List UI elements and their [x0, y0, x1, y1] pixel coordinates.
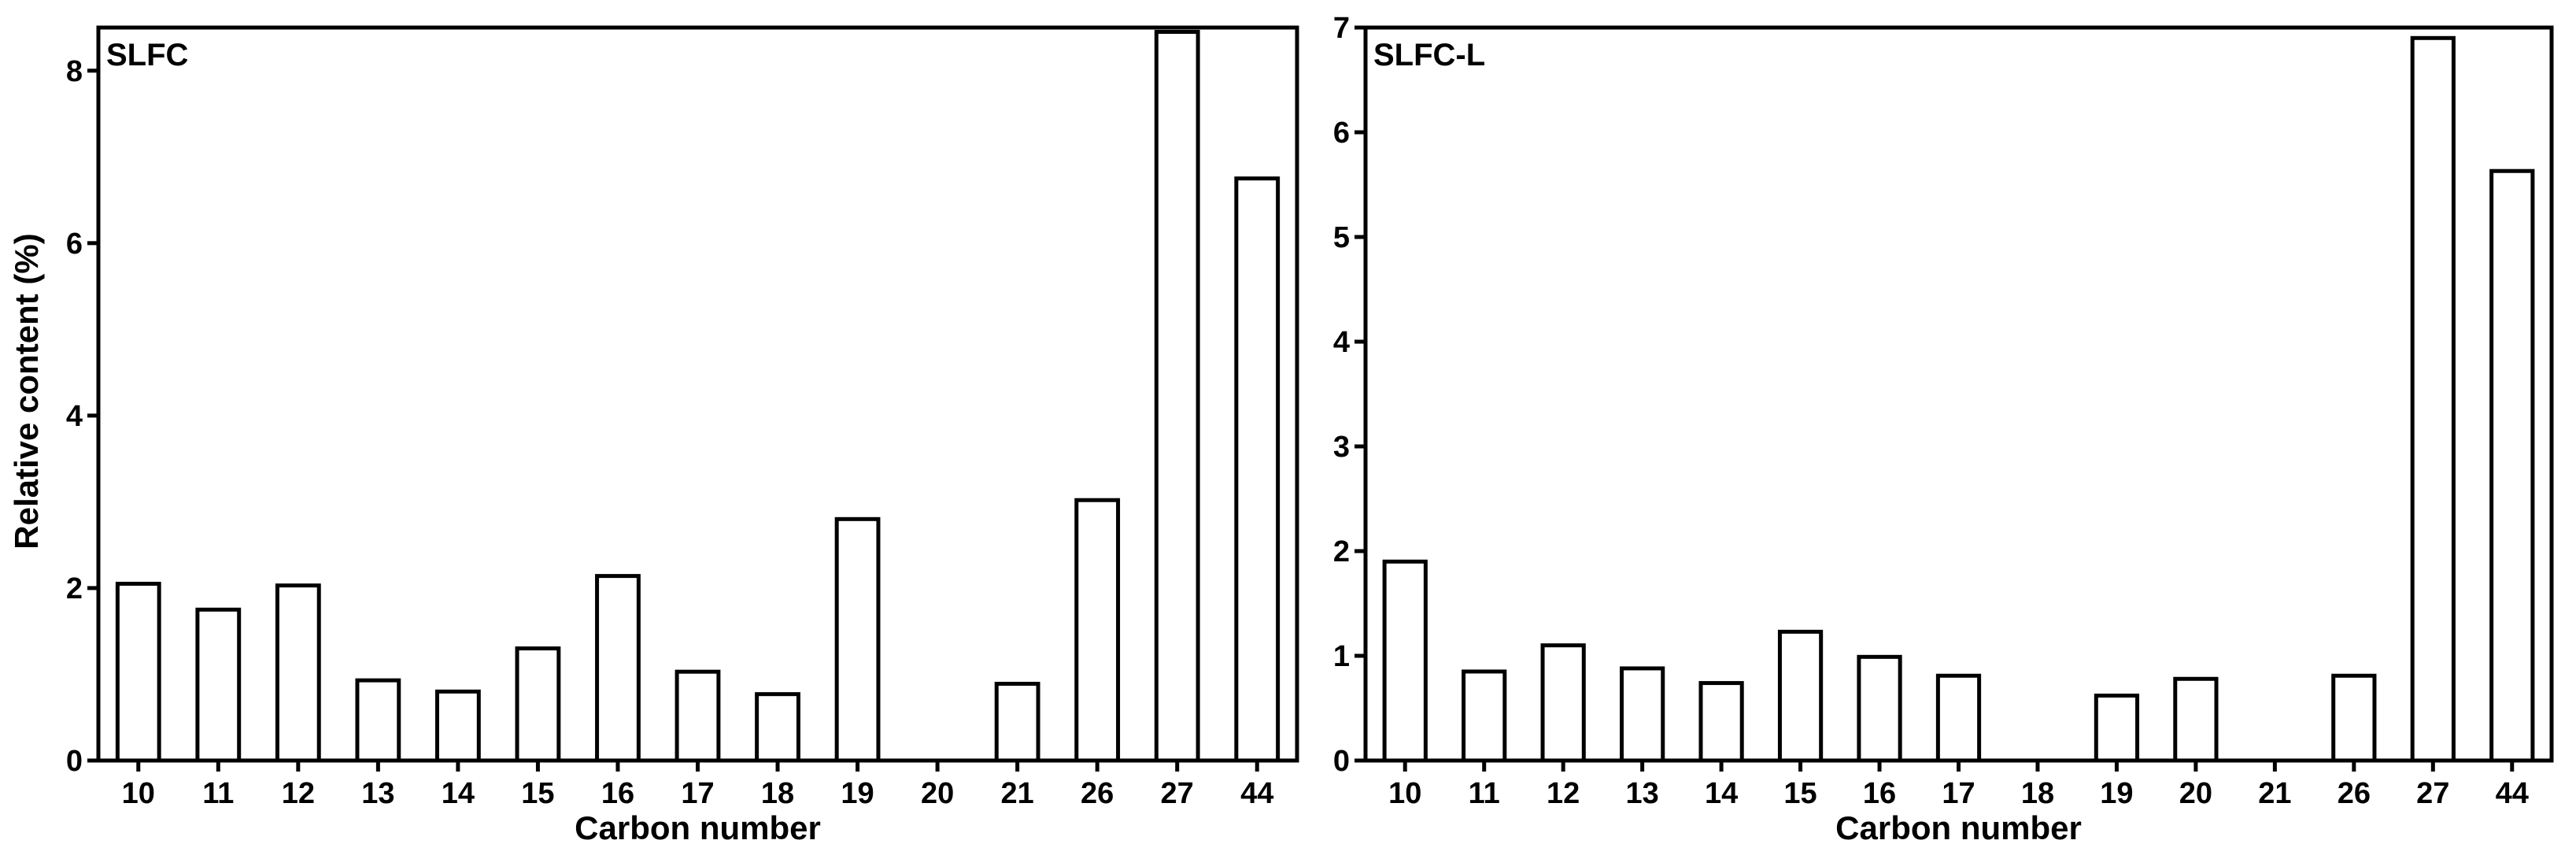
x-tick-label: 13	[361, 777, 394, 810]
y-tick-label: 5	[1333, 221, 1350, 254]
bar-10	[115, 581, 161, 763]
bar-27	[1154, 29, 1200, 763]
bar-10	[1382, 559, 1428, 763]
x-tick-label: 10	[1388, 777, 1421, 810]
x-tick-label: 11	[202, 777, 234, 810]
x-tick-label: 17	[681, 777, 714, 810]
x-tick-label: 10	[122, 777, 155, 810]
x-tick-label: 19	[2100, 777, 2133, 810]
y-tick-label: 2	[66, 572, 83, 605]
y-tick-label: 8	[66, 55, 83, 88]
x-tick-label: 17	[1942, 777, 1975, 810]
bar-21	[994, 682, 1040, 763]
y-tick-label: 0	[66, 745, 83, 778]
bar-14	[435, 689, 481, 763]
bar-12	[1540, 643, 1586, 763]
x-tick-label: 27	[1161, 777, 1194, 810]
x-tick-label: 26	[1081, 777, 1114, 810]
bar-18	[755, 692, 800, 763]
x-tick-label: 21	[2258, 777, 2291, 810]
x-tick-label: 44	[2496, 777, 2529, 810]
x-tick-label: 20	[2179, 777, 2212, 810]
x-tick-label: 15	[521, 777, 554, 810]
bar-17	[674, 669, 721, 763]
bar-13	[355, 678, 401, 763]
bar-19	[2094, 694, 2140, 763]
bar-44	[1234, 176, 1281, 763]
y-tick-label: 1	[1333, 640, 1350, 673]
x-tick-label: 11	[1469, 777, 1500, 810]
bar-16	[595, 574, 641, 763]
x-tick-label: 13	[1625, 777, 1658, 810]
x-tick-label: 14	[1705, 777, 1738, 810]
y-tick-label: 7	[1333, 12, 1350, 45]
x-tick-label: 21	[1000, 777, 1033, 810]
bar-15	[515, 646, 561, 763]
x-tick-label: 19	[841, 777, 874, 810]
y-tick-label: 4	[66, 400, 83, 433]
x-tick-label: 15	[1783, 777, 1817, 810]
y-tick-label: 6	[66, 228, 83, 261]
bar-19	[834, 516, 881, 763]
panel-label: SLFC-L	[1373, 38, 1485, 72]
bar-11	[1462, 669, 1507, 763]
y-axis-title: Relative content (%)	[8, 233, 45, 549]
bar-11	[195, 607, 242, 763]
bar-12	[275, 583, 321, 763]
bar-26	[2331, 673, 2377, 763]
bar-16	[1857, 654, 1902, 763]
x-tick-label: 18	[2021, 777, 2054, 810]
panel-label: SLFC	[106, 38, 188, 72]
panel-slfc: 0 2 4 6 8 10 11 12 13 14 15 16 17 18 19 20 21 26 27 44 Carbo…	[66, 25, 1299, 846]
bar-17	[1935, 673, 1982, 763]
x-tick-label: 16	[1863, 777, 1896, 810]
x-tick-label: 12	[282, 777, 315, 810]
bar-15	[1777, 629, 1824, 763]
x-tick-label: 26	[2338, 777, 2371, 810]
y-tick-label: 4	[1333, 326, 1350, 359]
bar-26	[1074, 498, 1121, 763]
x-tick-label: 12	[1547, 777, 1580, 810]
y-tick-label: 6	[1333, 117, 1350, 150]
y-tick-label: 2	[1333, 535, 1350, 568]
x-tick-label: 27	[2416, 777, 2449, 810]
x-tick-label: 44	[1240, 777, 1273, 810]
bar-14	[1698, 681, 1744, 763]
x-tick-label: 14	[442, 777, 475, 810]
bar-20	[2173, 676, 2219, 763]
x-tick-label: 18	[761, 777, 794, 810]
x-tick-label: 20	[921, 777, 954, 810]
y-tick-label: 0	[1333, 745, 1350, 778]
x-axis-title: Carbon number	[575, 809, 821, 846]
x-axis-title: Carbon number	[1835, 809, 2082, 846]
x-tick-label: 16	[601, 777, 634, 810]
bar-27	[2410, 35, 2456, 763]
y-tick-label: 3	[1333, 431, 1350, 464]
bar-44	[2489, 168, 2535, 763]
bar-13	[1620, 666, 1665, 763]
